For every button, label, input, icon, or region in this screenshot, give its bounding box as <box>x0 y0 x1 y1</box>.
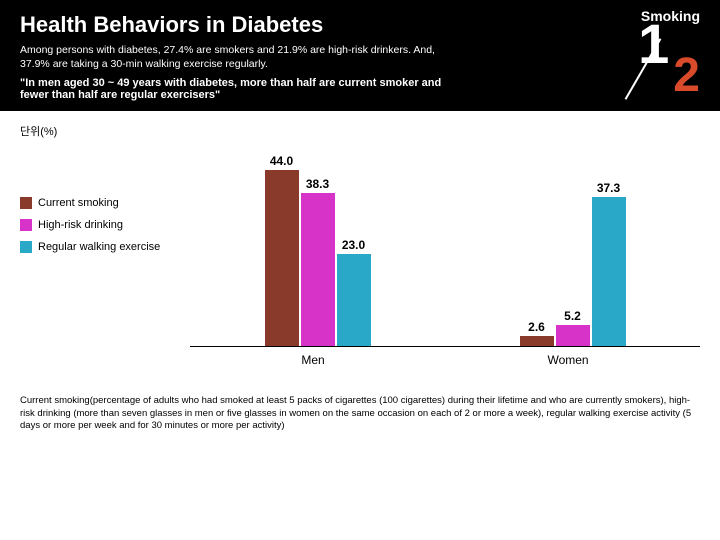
bar <box>556 325 590 346</box>
bar-column: 44.0 <box>265 154 299 346</box>
legend-label: Current smoking <box>38 197 119 209</box>
legend: Current smoking High-risk drinking Regular… <box>20 147 170 377</box>
smoking-badge: Smoking 1 2 <box>638 8 700 82</box>
page-title: Health Behaviors in Diabetes <box>20 12 700 38</box>
x-label: Women <box>547 353 588 367</box>
legend-swatch <box>20 197 32 209</box>
bar <box>592 197 626 346</box>
bar-column: 37.3 <box>592 181 626 346</box>
subtitle: Among persons with diabetes, 27.4% are s… <box>20 44 460 71</box>
bar-column: 2.6 <box>520 320 554 346</box>
bar-value-label: 5.2 <box>564 309 581 323</box>
bar <box>337 254 371 346</box>
bar-value-label: 44.0 <box>270 154 293 168</box>
legend-item: Regular walking exercise <box>20 241 170 253</box>
bar-column: 5.2 <box>556 309 590 346</box>
bar-value-label: 37.3 <box>597 181 620 195</box>
bar-group: 44.0 38.3 23.0 <box>265 154 371 346</box>
bar-value-label: 2.6 <box>528 320 545 334</box>
legend-item: High-risk drinking <box>20 219 170 231</box>
fraction: 1 2 <box>638 26 700 82</box>
fraction-numerator: 1 <box>638 16 669 72</box>
x-label: Men <box>301 353 324 367</box>
footnote: Current smoking(percentage of adults who… <box>0 385 720 442</box>
bar-value-label: 23.0 <box>342 238 365 252</box>
legend-swatch <box>20 241 32 253</box>
legend-swatch <box>20 219 32 231</box>
bar-groups: 44.0 38.3 23.0 2.6 5.2 37.3 <box>190 147 700 347</box>
bar <box>301 193 335 346</box>
legend-item: Current smoking <box>20 197 170 209</box>
bar <box>520 336 554 346</box>
chart-area: 44.0 38.3 23.0 2.6 5.2 37.3 Men Women <box>190 147 700 377</box>
quote: "In men aged 30 ~ 49 years with diabetes… <box>20 77 460 101</box>
x-axis-labels: Men Women <box>190 353 700 367</box>
bar-column: 23.0 <box>337 238 371 346</box>
legend-label: Regular walking exercise <box>38 241 160 253</box>
bar-group: 2.6 5.2 37.3 <box>520 181 626 346</box>
bar <box>265 170 299 346</box>
bar-column: 38.3 <box>301 177 335 346</box>
fraction-denominator: 2 <box>673 52 700 100</box>
unit-label: 단위(%) <box>20 123 700 139</box>
chart-wrap: Current smoking High-risk drinking Regular… <box>20 147 700 377</box>
content: 단위(%) Current smoking High-risk drinking R… <box>0 111 720 385</box>
bar-value-label: 38.3 <box>306 177 329 191</box>
legend-label: High-risk drinking <box>38 219 123 231</box>
header: Health Behaviors in Diabetes Among perso… <box>0 0 720 111</box>
